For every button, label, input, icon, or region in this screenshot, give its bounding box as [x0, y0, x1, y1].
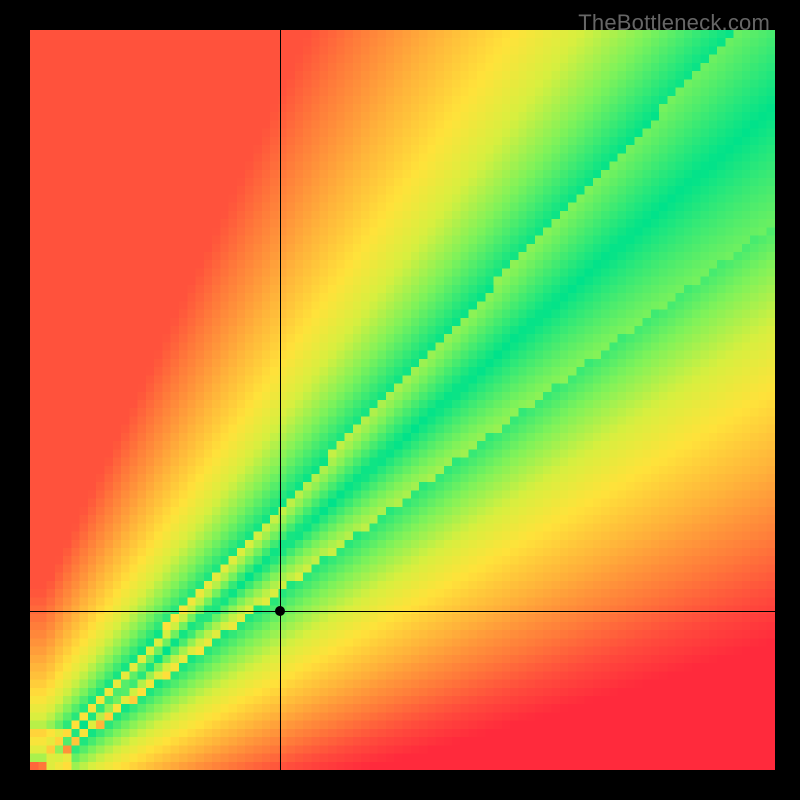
- heatmap-plot: [30, 30, 775, 770]
- heatmap-canvas: [30, 30, 775, 770]
- crosshair-horizontal: [30, 611, 775, 612]
- marker-point: [275, 606, 285, 616]
- watermark-text: TheBottleneck.com: [578, 10, 770, 36]
- crosshair-vertical: [280, 30, 281, 770]
